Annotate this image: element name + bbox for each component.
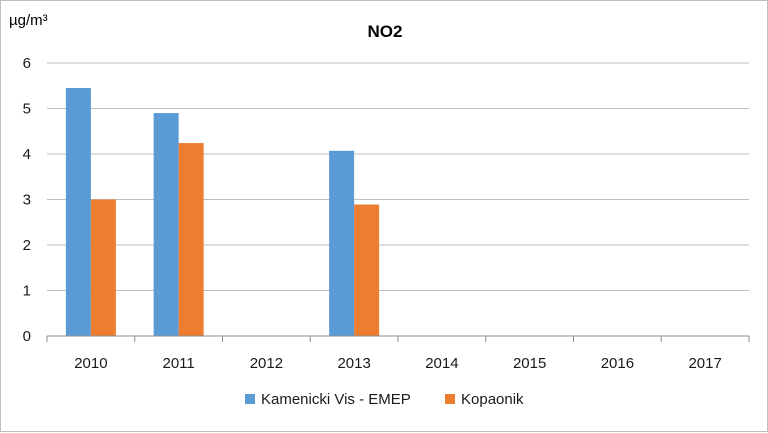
y-tick-labels: 0 1 2 3 4 5 6 bbox=[23, 55, 31, 345]
legend-swatch bbox=[445, 394, 455, 404]
y-tick-label: 3 bbox=[23, 192, 31, 209]
chart-title: NO2 bbox=[368, 22, 403, 41]
x-tick-label: 2010 bbox=[74, 355, 107, 372]
legend-label: Kamenicki Vis - EMEP bbox=[261, 391, 411, 408]
x-tick-label: 2017 bbox=[688, 355, 721, 372]
legend: Kamenicki Vis - EMEP Kopaonik bbox=[245, 391, 524, 408]
y-tick-label: 5 bbox=[23, 101, 31, 118]
legend-label: Kopaonik bbox=[461, 391, 524, 408]
y-tick-label: 4 bbox=[23, 146, 31, 163]
y-tick-label: 2 bbox=[23, 237, 31, 254]
legend-swatch bbox=[245, 394, 255, 404]
x-tick-label: 2012 bbox=[250, 355, 283, 372]
y-tick-label: 0 bbox=[23, 328, 31, 345]
gridlines bbox=[47, 62, 749, 291]
bar-kopaonik-2011 bbox=[178, 143, 204, 336]
bar-kopaonik-2010 bbox=[90, 199, 116, 336]
x-axis bbox=[46, 335, 750, 342]
x-tick-label: 2014 bbox=[425, 355, 458, 372]
bar-kopaonik-2013 bbox=[354, 204, 380, 336]
bar-kamenicki-vis-emep-2011 bbox=[153, 113, 179, 336]
bar-kamenicki-vis-emep-2013 bbox=[329, 150, 355, 336]
y-tick-label: 6 bbox=[23, 55, 31, 72]
x-tick-label: 2015 bbox=[513, 355, 546, 372]
bar-kamenicki-vis-emep-2010 bbox=[65, 88, 91, 337]
x-tick-labels: 2010 2011 2012 2013 2014 2015 2016 2017 bbox=[74, 355, 722, 372]
x-tick-label: 2016 bbox=[601, 355, 634, 372]
x-tick-label: 2011 bbox=[162, 355, 194, 372]
bars bbox=[65, 88, 380, 337]
y-tick-label: 1 bbox=[23, 283, 31, 300]
y-axis-unit-label: µg/m³ bbox=[9, 12, 48, 29]
x-tick-label: 2013 bbox=[337, 355, 370, 372]
